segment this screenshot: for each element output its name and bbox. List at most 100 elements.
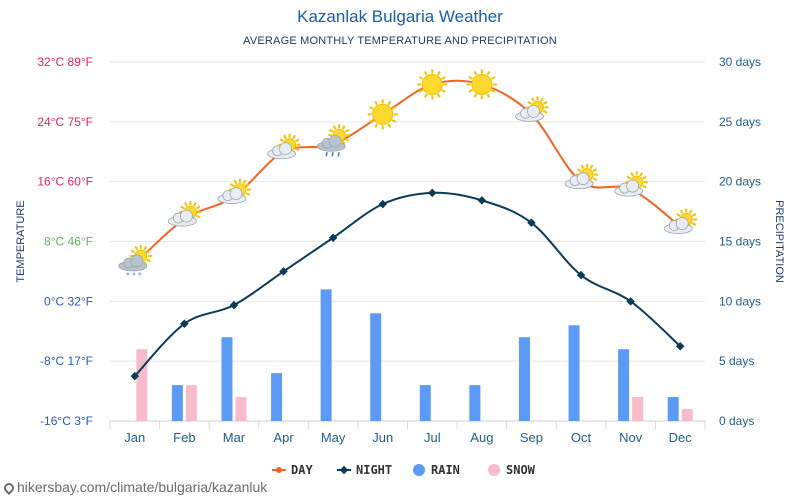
x-tick-label-apr: Apr bbox=[273, 430, 294, 445]
sun-icon bbox=[417, 69, 448, 100]
snow-bar-mar bbox=[235, 397, 247, 421]
sun-ray bbox=[577, 168, 582, 173]
sun-ray bbox=[418, 89, 424, 93]
sun-ray bbox=[486, 93, 491, 98]
sun-ray bbox=[423, 93, 428, 98]
snow-flake bbox=[132, 272, 136, 276]
sun-ray bbox=[283, 134, 287, 140]
night-point-mar bbox=[229, 300, 239, 310]
sun-cloud-icon bbox=[663, 208, 698, 234]
sun-ray bbox=[490, 76, 496, 80]
legend-snow-label: SNOW bbox=[506, 463, 536, 477]
rain-bar-sep bbox=[518, 337, 530, 421]
sun-ray bbox=[134, 245, 139, 251]
sun-disc bbox=[372, 103, 394, 125]
sun-ray bbox=[374, 100, 379, 106]
sun-ray bbox=[329, 128, 334, 133]
footer-url[interactable]: hikersbay.com/climate/bulgaria/kazanluk bbox=[17, 479, 268, 495]
night-point-jun bbox=[378, 199, 387, 209]
sun-ray bbox=[486, 70, 491, 76]
sun-ray bbox=[295, 147, 300, 152]
sun-ray bbox=[180, 205, 185, 210]
sun-cloud-icon bbox=[614, 171, 648, 197]
sun-ray bbox=[387, 123, 392, 128]
sun-cloud-icon bbox=[217, 178, 251, 205]
y-right-tick-label: 5 days bbox=[719, 354, 754, 368]
rain-bar-oct bbox=[568, 325, 580, 421]
sun-ray bbox=[245, 192, 250, 196]
sun-ray bbox=[391, 118, 397, 123]
cloud-puff bbox=[179, 209, 193, 223]
x-tick-label-feb: Feb bbox=[173, 430, 195, 445]
sun-cloud-icon bbox=[564, 163, 599, 190]
sun-ray bbox=[193, 202, 197, 207]
sun-ray bbox=[589, 164, 594, 170]
sun-ray bbox=[369, 105, 374, 110]
cloud-puff bbox=[328, 134, 342, 148]
sun-ray bbox=[341, 125, 346, 130]
sun-ray bbox=[527, 100, 532, 105]
sun-ray bbox=[436, 93, 441, 98]
sun-ray bbox=[369, 118, 374, 123]
sun-ray bbox=[473, 93, 478, 98]
footer-link[interactable]: hikersbay.com/climate/bulgaria/kazanluk bbox=[1, 479, 268, 496]
sun-ray bbox=[676, 213, 681, 217]
sun-ray bbox=[531, 97, 535, 102]
sun-ray bbox=[540, 97, 544, 102]
sun-ray bbox=[279, 138, 284, 143]
legend-night-label: NIGHT bbox=[356, 463, 392, 477]
sun-ray bbox=[626, 175, 632, 180]
y-left-tick-label: 16°C 60°F bbox=[37, 175, 93, 189]
rain-bar-jun bbox=[370, 313, 382, 421]
sun-ray bbox=[473, 70, 478, 76]
y-right-tick-label: 20 days bbox=[719, 175, 761, 189]
y-right-axis-title: PRECIPITATION bbox=[773, 200, 785, 283]
sun-cloud-icon bbox=[515, 96, 549, 122]
sun-disc bbox=[471, 73, 493, 95]
sun-ray bbox=[691, 213, 697, 217]
sun-ray bbox=[679, 209, 684, 214]
day-temperature-line bbox=[134, 79, 681, 265]
y-left-tick-label: 0°C 32°F bbox=[44, 294, 93, 308]
rain-drop bbox=[325, 152, 328, 157]
sun-ray bbox=[436, 70, 441, 76]
sun-ray bbox=[242, 179, 247, 185]
chart-subtitle: AVERAGE MONTHLY TEMPERATURE AND PRECIPIT… bbox=[243, 35, 557, 47]
y-right-tick-label: 10 days bbox=[719, 294, 761, 308]
rain-drop bbox=[331, 152, 334, 157]
snow-bar-feb bbox=[185, 385, 197, 421]
night-point-jan bbox=[130, 371, 140, 381]
x-tick-label-jun: Jun bbox=[372, 430, 393, 445]
sun-ray bbox=[642, 175, 647, 180]
y-left-tick-label: -8°C 17°F bbox=[40, 354, 93, 368]
sun-disc bbox=[421, 73, 443, 95]
sun-ray bbox=[387, 100, 392, 106]
sun-ray bbox=[543, 109, 548, 114]
sun-ray bbox=[391, 105, 397, 110]
x-tick-label-oct: Oct bbox=[571, 430, 592, 445]
sun-ray bbox=[468, 76, 473, 80]
sun-ray bbox=[639, 172, 643, 177]
rain-bar-aug bbox=[469, 385, 481, 421]
y-left-axis-title: TEMPERATURE bbox=[15, 200, 27, 282]
snow-flake bbox=[138, 272, 142, 276]
y-right-tick-label: 25 days bbox=[719, 115, 761, 129]
night-point-dec bbox=[675, 341, 685, 351]
sun-ray bbox=[592, 168, 598, 173]
legend-day-label: DAY bbox=[291, 463, 313, 477]
night-temperature-line bbox=[134, 191, 681, 377]
legend-rain-label: RAIN bbox=[431, 463, 460, 477]
cloud-puff bbox=[527, 104, 540, 118]
night-point-apr bbox=[279, 267, 288, 276]
sun-cloud-icon bbox=[267, 133, 301, 160]
rain-bar-dec bbox=[667, 397, 679, 421]
sun-ray bbox=[130, 249, 136, 254]
x-tick-label-sep: Sep bbox=[520, 430, 543, 445]
rain-bar-mar bbox=[221, 337, 233, 421]
sun-ray bbox=[592, 177, 598, 182]
snow-cloud-icon bbox=[118, 244, 152, 276]
night-point-oct bbox=[576, 270, 586, 280]
night-point-jul bbox=[428, 188, 437, 198]
sun-ray bbox=[688, 209, 693, 214]
sun-ray bbox=[292, 134, 296, 140]
